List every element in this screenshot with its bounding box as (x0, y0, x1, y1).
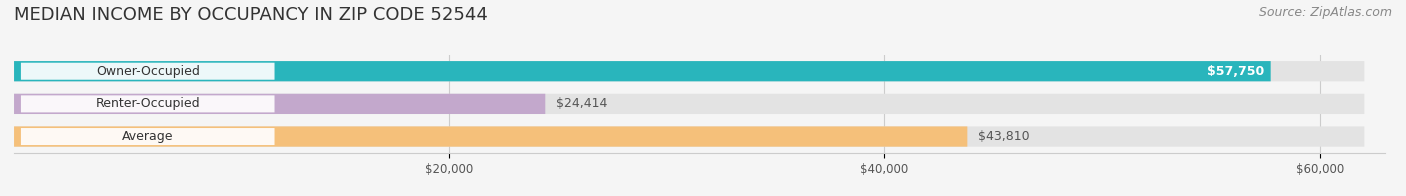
FancyBboxPatch shape (21, 95, 274, 112)
Text: MEDIAN INCOME BY OCCUPANCY IN ZIP CODE 52544: MEDIAN INCOME BY OCCUPANCY IN ZIP CODE 5… (14, 6, 488, 24)
FancyBboxPatch shape (14, 126, 967, 147)
FancyBboxPatch shape (14, 126, 1364, 147)
FancyBboxPatch shape (21, 63, 274, 80)
Text: $57,750: $57,750 (1206, 65, 1264, 78)
Text: Owner-Occupied: Owner-Occupied (96, 65, 200, 78)
FancyBboxPatch shape (14, 61, 1271, 81)
Text: $24,414: $24,414 (557, 97, 607, 110)
FancyBboxPatch shape (21, 128, 274, 145)
FancyBboxPatch shape (14, 61, 1364, 81)
FancyBboxPatch shape (14, 94, 1364, 114)
Text: Average: Average (122, 130, 173, 143)
FancyBboxPatch shape (14, 94, 546, 114)
Text: Source: ZipAtlas.com: Source: ZipAtlas.com (1258, 6, 1392, 19)
Text: $43,810: $43,810 (979, 130, 1031, 143)
Text: Renter-Occupied: Renter-Occupied (96, 97, 200, 110)
